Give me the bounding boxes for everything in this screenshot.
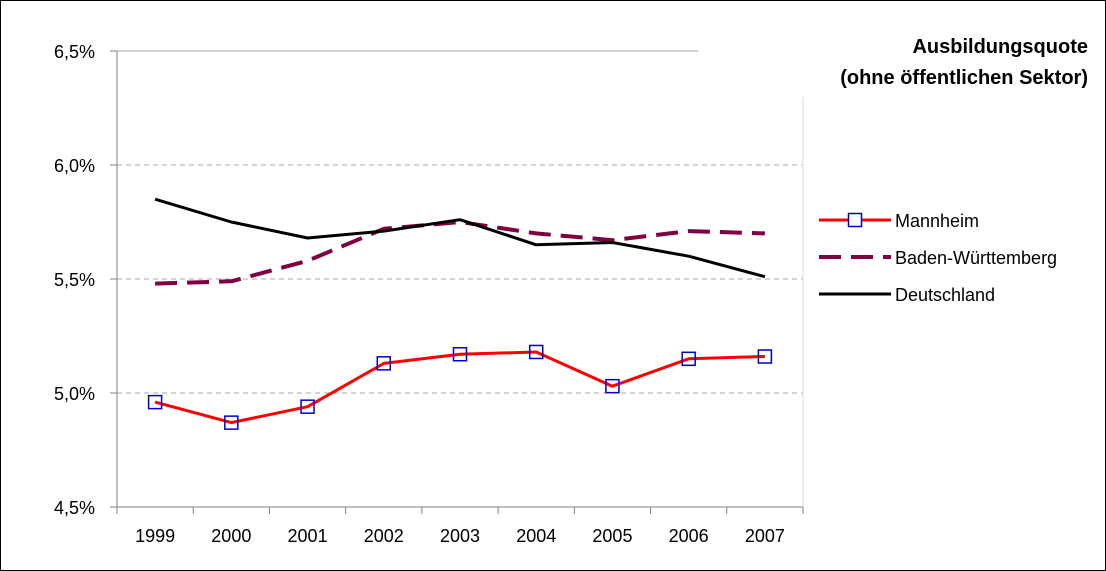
chart-title-line: (ohne öffentlichen Sektor) xyxy=(840,67,1088,89)
legend-label: Deutschland xyxy=(895,285,995,305)
legend: Mannheim Baden-Württemberg Deutschland xyxy=(819,211,1057,305)
series-line-2 xyxy=(154,197,766,279)
x-tick-label: 2005 xyxy=(592,526,632,546)
x-tick-label: 2003 xyxy=(440,526,480,546)
legend-marker xyxy=(847,212,863,228)
data-point-marker xyxy=(757,349,773,364)
chart-title-line: Ausbildungsquote xyxy=(912,36,1088,58)
series-lines xyxy=(147,197,773,430)
data-point-marker xyxy=(528,344,544,360)
y-tick-label: 6,0% xyxy=(54,156,95,176)
x-tick-label: 2007 xyxy=(745,526,785,546)
y-tick-label: 5,5% xyxy=(54,270,95,290)
data-point-marker xyxy=(376,356,392,371)
series-line-0 xyxy=(154,350,765,425)
y-tick-label: 5,0% xyxy=(54,384,95,404)
x-tick-label: 1999 xyxy=(135,526,175,546)
legend-label: Baden-Württemberg xyxy=(895,248,1057,268)
series-line-1 xyxy=(155,220,765,286)
x-tick-label: 2002 xyxy=(364,526,404,546)
data-point-marker xyxy=(300,399,315,414)
x-tick-label: 2004 xyxy=(516,526,556,546)
chart-title: Ausbildungsquote (ohne öffentlichen Sekto… xyxy=(840,36,1088,89)
y-tick-label: 6,5% xyxy=(54,42,95,62)
data-point-marker xyxy=(681,351,696,367)
legend-label: Mannheim xyxy=(895,211,979,231)
data-point-marker xyxy=(452,346,468,362)
x-tick-label: 2000 xyxy=(211,526,251,546)
x-tick-label: 2001 xyxy=(288,526,328,546)
gridlines xyxy=(117,50,803,394)
axes: 6,5% 6,0% 5,5% 5,0% 4,5% 1999 2000 2001 2002 2003… xyxy=(54,42,804,546)
y-tick-label: 4,5% xyxy=(54,498,95,518)
x-tick-label: 2006 xyxy=(669,526,709,546)
data-point-marker xyxy=(224,415,239,430)
data-point-marker xyxy=(147,394,163,410)
data-point-marker xyxy=(605,378,620,394)
